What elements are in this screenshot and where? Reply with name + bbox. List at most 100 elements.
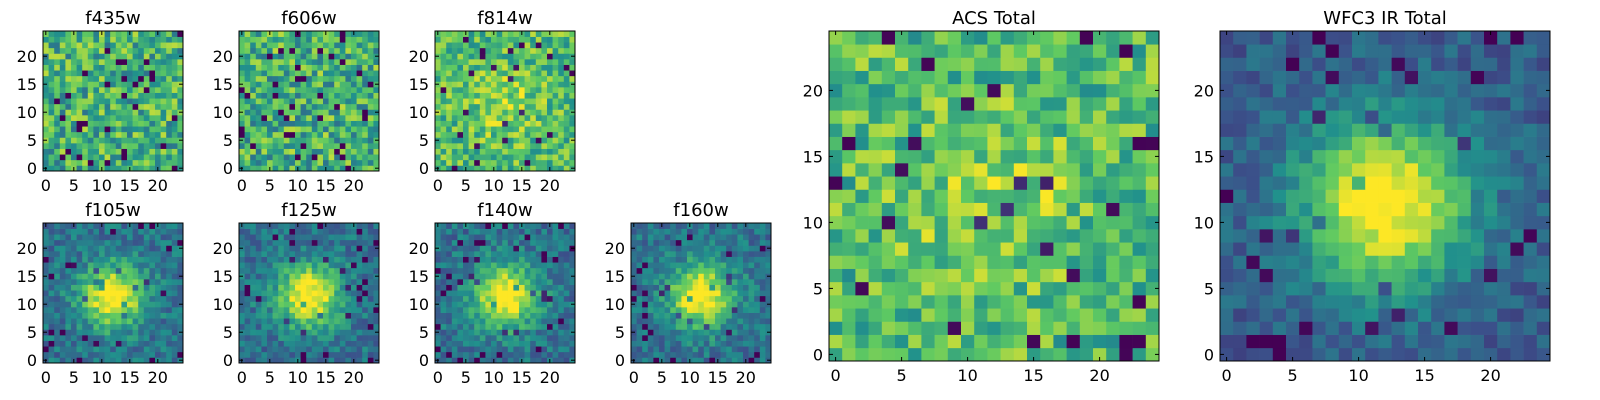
heatmap-cell [289, 143, 296, 149]
heatmap-cell [121, 340, 128, 347]
heatmap-cell [1145, 189, 1160, 203]
heatmap-cell [295, 148, 301, 155]
heatmap-cell [692, 279, 699, 285]
heatmap-cell [373, 307, 380, 313]
heatmap-cell [659, 340, 665, 347]
heatmap-cell [138, 98, 145, 105]
heatmap-cell [547, 126, 553, 133]
heatmap-cell [558, 279, 565, 285]
heatmap-cell [48, 98, 55, 105]
heatmap-cell [647, 340, 654, 347]
heatmap-cell [692, 346, 699, 353]
heatmap-cell [446, 64, 453, 71]
x-tick-label: 5 [265, 176, 275, 195]
heatmap-cell [239, 36, 245, 43]
heatmap-cell [502, 70, 509, 77]
heatmap-cell [71, 351, 77, 358]
heatmap-cell [127, 245, 133, 252]
heatmap-cell [435, 36, 441, 43]
heatmap-cell [468, 312, 475, 319]
heatmap-cell [87, 47, 94, 54]
heatmap-cell [272, 318, 279, 325]
heatmap-cell [65, 154, 72, 161]
heatmap-cell [829, 334, 843, 349]
heatmap-cell [323, 279, 329, 285]
heatmap-cell [171, 329, 178, 336]
heatmap-cell [631, 262, 637, 269]
heatmap-cell [642, 307, 649, 313]
heatmap-cell [457, 335, 464, 341]
heatmap-cell [87, 357, 94, 364]
heatmap-cell [351, 346, 357, 353]
heatmap-cell [278, 318, 285, 325]
heatmap-cell [250, 42, 257, 49]
heatmap-cell [731, 340, 738, 347]
heatmap-cell [104, 81, 111, 88]
heatmap-cell [356, 148, 363, 155]
heatmap-cell [121, 148, 128, 155]
heatmap-cell [446, 346, 453, 353]
heatmap-cell [328, 137, 335, 144]
heatmap-cell [339, 64, 346, 71]
heatmap-cell [1093, 189, 1107, 203]
heatmap-cell [524, 92, 531, 99]
heatmap-cell [250, 109, 257, 116]
heatmap-cell [463, 131, 469, 138]
heatmap-cell [300, 53, 307, 60]
heatmap-cell [59, 131, 66, 138]
heatmap-cell [541, 120, 548, 127]
heatmap-cell [132, 295, 139, 302]
heatmap-cell [496, 159, 503, 166]
heatmap-cell [171, 31, 178, 37]
heatmap-cell [138, 307, 145, 313]
heatmap-cell [261, 137, 268, 144]
heatmap-cell [121, 31, 128, 37]
heatmap-cell [485, 42, 492, 49]
heatmap-cell [166, 75, 173, 82]
heatmap-cell [323, 312, 329, 319]
heatmap-cell [65, 137, 72, 144]
heatmap-cell [457, 36, 464, 43]
heatmap-cell [115, 81, 122, 88]
heatmap-cell [451, 143, 458, 149]
heatmap-cell [513, 273, 520, 280]
heatmap-cell [463, 70, 469, 77]
heatmap-cell [636, 267, 643, 274]
heatmap-cell [513, 165, 520, 172]
heatmap-cell [334, 234, 341, 241]
heatmap-cell [143, 290, 150, 297]
heatmap-cell [311, 346, 318, 353]
heatmap-cell [1013, 163, 1028, 177]
heatmap-cell [519, 47, 525, 54]
heatmap-cell [339, 81, 346, 88]
heatmap-cell [87, 312, 94, 319]
heatmap-cell [255, 312, 262, 319]
heatmap-cell [1106, 189, 1120, 203]
heatmap-cell [267, 307, 273, 313]
heatmap-cell [143, 115, 150, 121]
heatmap-cell [659, 279, 665, 285]
heatmap-cell [530, 31, 537, 37]
heatmap-cell [558, 335, 565, 341]
heatmap-cell [300, 318, 307, 325]
heatmap-cell [743, 312, 749, 319]
heatmap-cell [334, 329, 341, 336]
heatmap-cell [485, 31, 492, 37]
heatmap-cell [535, 262, 542, 269]
heatmap-cell [961, 295, 975, 309]
heatmap-cell [104, 357, 111, 364]
heatmap-cell [1093, 321, 1107, 335]
heatmap-cell [272, 64, 279, 71]
heatmap-cell [351, 131, 357, 138]
heatmap-cell [48, 340, 55, 347]
heatmap-cell [974, 202, 988, 217]
heatmap-cell [345, 143, 352, 149]
heatmap-cell [1106, 176, 1120, 190]
heatmap-cell [138, 234, 145, 241]
heatmap-cell [524, 59, 531, 65]
heatmap-cell [513, 42, 520, 49]
heatmap-cell [239, 148, 245, 155]
heatmap-cell [687, 329, 693, 336]
heatmap-cell [239, 262, 245, 269]
heatmap-cell [715, 228, 721, 235]
